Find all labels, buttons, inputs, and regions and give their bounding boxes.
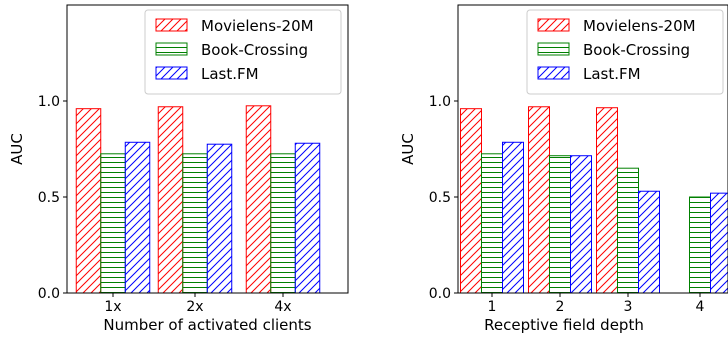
bar-movielens-20m-1: [460, 108, 482, 294]
bar-book-crossing-1: [481, 153, 503, 294]
x-axis-label: Receptive field depth: [484, 316, 644, 334]
bar-book-crossing-2x: [182, 153, 208, 294]
y-tick-label: 0.0: [38, 286, 60, 302]
y-axis-label: AUC: [399, 133, 417, 165]
bar-book-crossing-4: [689, 196, 711, 294]
legend-swatch: [155, 66, 188, 80]
bar-movielens-20m-3: [596, 107, 618, 294]
y-tick-label: 1.0: [429, 94, 451, 110]
chart-panel-clients: 1x 2x 4x 0.0 0.5 1.0 Number of activated clien…: [8, 4, 349, 334]
bar-last-fm-1x: [124, 141, 151, 294]
legend-label: Last.FM: [583, 65, 641, 83]
y-tick-label: 1.0: [38, 94, 60, 110]
legend-label: Movielens-20M: [583, 17, 696, 35]
x-tick-label: 1: [488, 299, 497, 315]
bar-last-fm-2x: [206, 143, 233, 294]
bar-book-crossing-3: [617, 167, 639, 294]
legend-swatch: [155, 42, 188, 56]
legend-box: [526, 9, 724, 95]
axes-frame: [66, 4, 349, 294]
x-tick-label: 1x: [104, 299, 121, 315]
chart-panel-depth: 1 2 3 4 0.0 0.5 1.0 Receptive field depth AUC Mov…: [399, 4, 728, 334]
bar-book-crossing-1x: [100, 153, 126, 294]
y-axis-label: AUC: [8, 133, 26, 165]
legend-label: Book-Crossing: [583, 41, 690, 59]
bar-last-fm-1: [502, 141, 524, 294]
x-tick-label: 4: [696, 299, 705, 315]
bar-book-crossing-4x: [270, 153, 296, 294]
y-tick-label: 0.5: [429, 190, 451, 206]
bar-last-fm-4x: [294, 142, 321, 294]
y-tick-label: 0.5: [38, 190, 60, 206]
bar-movielens-20m-1x: [75, 108, 102, 294]
bar-last-fm-3: [638, 190, 660, 294]
bar-movielens-20m-2: [528, 106, 550, 294]
x-tick-label: 4x: [274, 299, 291, 315]
x-axis-label: Number of activated clients: [103, 316, 311, 334]
legend-label: Last.FM: [201, 65, 259, 83]
bar-last-fm-4: [710, 192, 728, 294]
legend-box: [144, 9, 342, 95]
bar-movielens-20m-4x: [245, 105, 272, 294]
bar-last-fm-2: [570, 155, 592, 294]
legend-swatch: [537, 18, 570, 32]
x-tick-label: 2: [556, 299, 565, 315]
legend-swatch: [155, 18, 188, 32]
legend-swatch: [537, 66, 570, 80]
y-tick-label: 0.0: [429, 286, 451, 302]
axes-frame: [457, 4, 728, 294]
x-tick-label: 2x: [186, 299, 203, 315]
legend-label: Book-Crossing: [201, 41, 308, 59]
bar-movielens-20m-2x: [157, 106, 184, 294]
legend-label: Movielens-20M: [201, 17, 314, 35]
legend-swatch: [537, 42, 570, 56]
x-tick-label: 3: [624, 299, 633, 315]
bar-book-crossing-2: [549, 155, 571, 294]
